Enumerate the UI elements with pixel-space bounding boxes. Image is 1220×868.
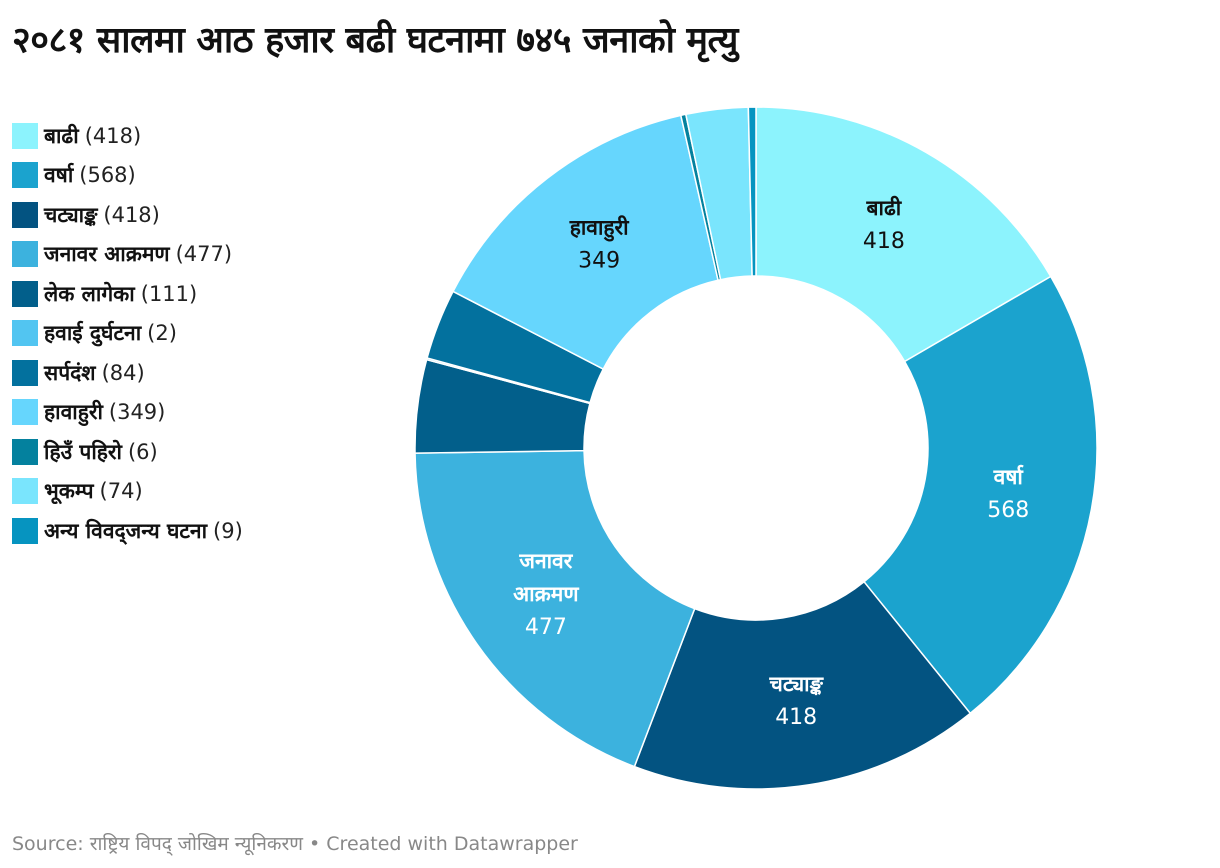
legend-item: हावाहुरी (349) [12,393,243,433]
legend-item: चट्याङ्क (418) [12,195,243,235]
legend-swatch [12,122,38,149]
credit-text: Created with Datawrapper [326,833,578,855]
legend-count: (84) [101,360,145,385]
slice-label: बाढी [866,195,903,220]
slice-label: वर्षा [993,464,1025,489]
chart-footer: Source: राष्ट्रिय विपद् जोखिम न्यूनिकरण … [12,830,578,856]
legend-label: वर्षा [44,163,74,188]
donut-slice [747,106,757,277]
legend-label: भूकम्प [44,479,94,504]
slice-value: 568 [987,498,1029,523]
legend-swatch [12,438,38,465]
legend-item: जनावर आक्रमण (477) [12,235,243,275]
slice-value: 349 [578,249,620,274]
legend-swatch [12,280,38,307]
legend-swatch [12,241,38,268]
slice-label: हावाहुरी [569,215,630,243]
legend-swatch [12,399,38,426]
chart-title: २०८१ सालमा आठ हजार बढी घटनामा ७४५ जनाको … [12,20,738,61]
legend-item: बाढी (418) [12,116,243,156]
legend-swatch [12,162,38,189]
donut-slice [862,275,1098,715]
legend-item: वर्षा (568) [12,156,243,196]
chart-legend: बाढी (418) वर्षा (568) चट्याङ्क (418) जनावर आक… [12,116,243,551]
legend-swatch [12,201,38,228]
legend-swatch [12,517,38,544]
legend-item: हिउँ पहिरो (6) [12,432,243,472]
legend-item: लेक लागेका (111) [12,274,243,314]
donut-slice [452,114,719,371]
legend-count: (349) [108,400,166,425]
legend-count: (418) [103,202,160,227]
legend-count: (9) [213,518,243,543]
donut-slice [755,106,1052,363]
legend-label: सर्पदंश [44,360,96,385]
legend-item: हवाई दुर्घटना (2) [12,314,243,354]
legend-item: अन्य विवद्‌जन्य घटना (9) [12,511,243,551]
footer-separator: • [309,833,321,855]
legend-count: (74) [99,479,143,504]
legend-count: (477) [175,242,233,267]
legend-label: हावाहुरी [44,400,103,425]
legend-count: (111) [140,281,198,306]
legend-label: चट्याङ्क [44,202,98,227]
slice-label: आक्रमण [513,582,579,606]
legend-count: (418) [84,123,142,148]
legend-swatch [12,478,38,505]
legend-label: जनावर आक्रमण [44,242,170,267]
source-text: राष्ट्रिय विपद् जोखिम न्यूनिकरण [89,833,303,855]
slice-label: जनावर [518,549,573,573]
legend-count: (2) [147,321,177,346]
legend-item: सर्पदंश (84) [12,353,243,393]
legend-swatch [12,320,38,347]
legend-count: (6) [127,439,158,464]
slice-label: चट्याङ्क [768,672,824,696]
legend-count: (568) [79,163,136,188]
donut-slice [633,580,972,790]
legend-label: बाढी [44,123,79,148]
source-label: Source: [12,833,84,855]
legend-label: हिउँ पहिरो [44,439,122,464]
legend-item: भूकम्प (74) [12,472,243,512]
legend-label: हवाई दुर्घटना [44,321,142,346]
legend-swatch [12,359,38,386]
legend-label: लेक लागेका [44,281,135,306]
slice-value: 418 [775,705,817,730]
slice-value: 477 [525,615,567,640]
legend-label: अन्य विवद्‌जन्य घटना [44,518,208,543]
donut-slice [414,449,696,768]
slice-value: 418 [863,229,905,254]
